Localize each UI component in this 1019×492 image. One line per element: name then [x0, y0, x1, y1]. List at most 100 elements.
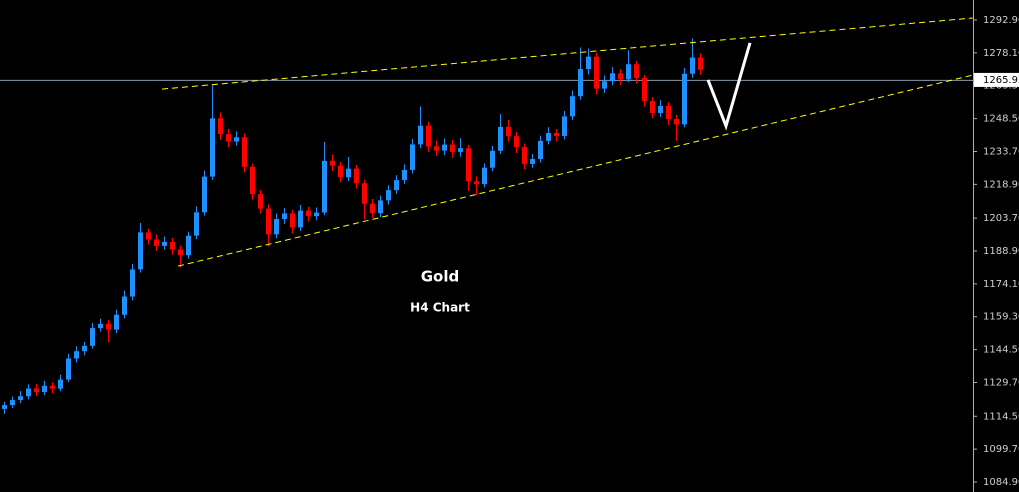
- chart-subtitle: H4 Chart: [410, 301, 470, 315]
- candle-body: [450, 144, 455, 152]
- candle-body: [482, 167, 487, 185]
- candle-body: [370, 203, 375, 214]
- candle-body: [74, 351, 79, 359]
- candle-body: [546, 133, 551, 141]
- candle-body: [314, 212, 319, 217]
- candle-body: [410, 144, 415, 170]
- candle-body: [178, 249, 183, 256]
- chart-title: Gold: [421, 268, 460, 286]
- current-price-label: 1265.92: [983, 75, 1019, 86]
- candle-body: [458, 148, 463, 152]
- y-tick-label: 1084.90: [983, 477, 1019, 488]
- candle-body: [306, 210, 311, 217]
- y-tick-label: 1129.70: [983, 377, 1019, 388]
- y-tick-label: 1114.50: [983, 411, 1019, 422]
- y-tick-label: 1174.10: [983, 279, 1019, 290]
- candle-body: [362, 183, 367, 204]
- candle-body: [650, 101, 655, 114]
- candle-body: [378, 200, 383, 214]
- y-tick-label: 1203.70: [983, 213, 1019, 224]
- candle-body: [610, 73, 615, 82]
- candle-body: [690, 57, 695, 74]
- candle-body: [698, 57, 703, 70]
- candle-body: [50, 385, 55, 389]
- candle-body: [138, 232, 143, 270]
- candle-body: [10, 400, 15, 406]
- candle-body: [42, 385, 47, 393]
- candle-body: [170, 241, 175, 250]
- candle-body: [146, 232, 151, 240]
- candle-body: [266, 208, 271, 235]
- candle-body: [330, 160, 335, 166]
- price-axis: 1292.901278.101263.301248.501233.701218.…: [973, 15, 1019, 488]
- candle-body: [34, 388, 39, 393]
- candle-body: [274, 219, 279, 235]
- candle-body: [386, 190, 391, 201]
- candle-body: [66, 358, 71, 380]
- candle-body: [602, 81, 607, 89]
- candle-body: [226, 134, 231, 142]
- y-tick-label: 1233.70: [983, 146, 1019, 157]
- candle-body: [426, 125, 431, 147]
- trendline: [161, 17, 973, 90]
- candle-body: [282, 213, 287, 220]
- candle-body: [530, 159, 535, 164]
- candle-body: [634, 64, 639, 78]
- candle-body: [82, 345, 87, 352]
- candle-body: [114, 314, 119, 330]
- y-tick-label: 1248.50: [983, 114, 1019, 125]
- y-tick-label: 1144.50: [983, 345, 1019, 356]
- candle-body: [322, 160, 327, 213]
- candle-body: [570, 96, 575, 117]
- candle-body: [194, 212, 199, 236]
- y-tick-label: 1188.90: [983, 246, 1019, 257]
- candle-body: [586, 56, 591, 70]
- candle-body: [490, 150, 495, 168]
- candle-body: [162, 241, 167, 246]
- projection-path: [706, 42, 752, 131]
- candle-body: [434, 146, 439, 151]
- candle-body: [506, 126, 511, 137]
- candle-body: [618, 73, 623, 80]
- candle-body: [626, 64, 631, 80]
- candle-body: [58, 379, 63, 389]
- candle-body: [522, 147, 527, 164]
- y-tick-label: 1159.30: [983, 312, 1019, 323]
- candle-body: [122, 296, 127, 315]
- candle-body: [578, 69, 583, 97]
- candle-body: [474, 181, 479, 185]
- candle-body: [554, 133, 559, 136]
- candle-body: [106, 323, 111, 330]
- candle-body: [402, 169, 407, 181]
- candle-body: [666, 105, 671, 120]
- candle-body: [154, 239, 159, 246]
- candle-body: [2, 405, 7, 409]
- candle-body: [466, 148, 471, 182]
- candle-body: [18, 396, 23, 401]
- candle-body: [186, 235, 191, 256]
- candle-body: [130, 269, 135, 297]
- candle-body: [250, 166, 255, 195]
- candle-body: [218, 118, 223, 135]
- candle-body: [642, 77, 647, 102]
- candle-body: [290, 213, 295, 228]
- candle-body: [242, 137, 247, 167]
- candle-body: [210, 118, 215, 177]
- candle-body: [98, 323, 103, 329]
- candle-body: [90, 328, 95, 346]
- candle-body: [298, 210, 303, 228]
- candle-body: [202, 176, 207, 213]
- candle-body: [338, 165, 343, 178]
- plot-area: [0, 17, 973, 414]
- y-tick-label: 1099.70: [983, 444, 1019, 455]
- y-tick-label: 1292.90: [983, 15, 1019, 26]
- candle-body: [498, 126, 503, 151]
- candle-body: [562, 116, 567, 136]
- candle-body: [594, 56, 599, 89]
- candle-body: [346, 168, 351, 178]
- candle-body: [258, 194, 263, 209]
- candle-body: [658, 105, 663, 114]
